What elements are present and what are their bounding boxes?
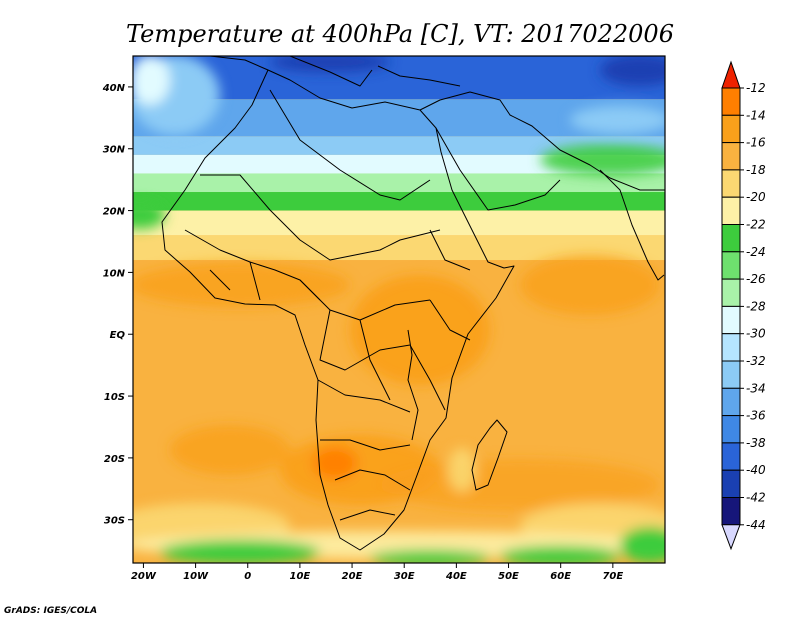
y-axis-ticks: 40N 30N 20N 10N EQ 10S 20S 30S [102,83,133,527]
y-tick-label: 20N [103,207,126,218]
colorbar-swatch [721,114,741,144]
colorbar-label: -28 [746,299,766,313]
border-sahara-2 [200,174,441,261]
field-blob-south-atlantic [170,425,290,475]
field-blob-arabian-sea [520,255,660,315]
y-tick-label: 20S [104,454,125,465]
colorbar-swatch [721,305,741,335]
x-tick-label: 10W [183,571,209,582]
field-blob-east-africa [350,275,490,385]
x-tick-label: 10E [290,571,311,582]
colorbar-swatch [721,224,741,253]
field-blob-northeast-deep [600,56,665,86]
border-great-lakes [407,329,419,441]
zone-north-pale [133,154,665,174]
colorbar-swatch [721,142,741,171]
zone-north-deep-blue [133,56,665,100]
field-blob-northwest-pale [133,56,170,105]
y-tick-label: 30N [103,145,126,156]
zone-north-green-light [133,173,665,193]
x-tick-label: 20W [131,571,157,582]
field-blob-south-green-2 [370,550,490,563]
coastline-india [599,169,665,281]
colorbar-label: -40 [746,463,766,477]
x-tick-label: 60E [550,571,571,582]
field-blob-namibia [313,447,357,479]
field-blobs [133,56,665,563]
y-tick-label: 30S [104,516,125,527]
x-tick-label: 30E [394,571,415,582]
border-southern-africa [317,379,411,521]
zone-north-yellow [133,210,665,236]
colorbar-label: -24 [746,245,766,259]
coastline-middle-east [419,91,665,211]
x-tick-label: 70E [602,571,623,582]
coastline-europe [209,56,461,87]
zone-north-light-blue [133,136,665,155]
colorbar-label: -14 [746,108,766,122]
colorbar-label: -30 [746,327,766,341]
map-title: Temperature at 400hPa [C], VT: 201702200… [126,20,674,48]
field-blob-indian-ocean [380,459,660,511]
colorbar-label: -26 [746,272,766,286]
map-panel [133,56,665,563]
colorbar-label: -20 [746,190,766,204]
field-blob-south-green-3 [500,546,620,563]
colorbar-label: -22 [746,218,766,232]
field-blob-sahel [133,263,350,307]
colorbar-label: -16 [746,136,766,150]
colorbar-swatch [721,360,741,389]
colorbar-bottom-arrow [721,524,741,551]
colorbar-label: -18 [746,163,766,177]
field-blob-west-green [133,201,165,229]
border-central-africa [299,279,431,401]
coastline-madagascar [471,419,508,491]
country-borders [161,56,665,551]
colorbar-label: -42 [746,491,766,505]
border-east-africa [409,229,471,411]
colorbar-swatch [721,278,741,307]
y-tick-label: 10S [104,392,125,403]
y-tick-label: EQ [110,330,126,341]
border-sahara-1 [269,89,431,201]
colorbar-swatch [721,169,741,198]
colorbar-swatch [721,442,741,471]
colorbar-swatch [721,469,741,499]
colorbar-swatch [721,415,741,444]
temperature-zones [133,56,665,261]
colorbar-label: -12 [746,81,766,95]
colorbar-label: -34 [746,381,766,395]
field-blob-northeast-light [570,106,665,134]
colorbar-swatch [721,387,741,417]
colorbar-swatch [721,251,741,280]
colorbar: -12 -14 -16 -18 -20 -22 -24 -26 -28 -30 -32 -34 -36 -… [721,60,766,551]
colorbar-top-arrow [721,60,741,89]
colorbar-swatch [721,333,741,362]
colorbar-label: -38 [746,436,766,450]
colorbar-label: -32 [746,354,766,368]
field-blob-south-green-1 [160,540,320,563]
colorbar-swatch [721,497,741,526]
zone-north-green [133,192,665,211]
coastline-africa [161,69,515,551]
colorbar-swatch [721,196,741,225]
x-axis-ticks: 20W 10W 0 10E 20E 30E 40E 50E 60E 70E [131,563,623,582]
map-frame [132,55,666,564]
x-tick-label: 0 [244,571,251,582]
y-tick-label: 40N [102,83,126,94]
colorbar-label: -36 [746,409,766,423]
field-blob-north-deep [270,56,390,72]
field-blob-northeast-green [540,144,665,176]
y-tick-label: 10N [103,268,126,279]
field-blob-madagascar-light [448,448,476,492]
colorbar-swatch [721,87,741,116]
x-tick-label: 50E [498,571,519,582]
x-tick-label: 20E [342,571,363,582]
credit-label: GrADS: IGES/COLA [4,606,97,616]
colorbar-label: -44 [746,518,766,532]
x-tick-label: 40E [445,571,467,582]
field-blob-south-green-4 [620,527,665,563]
